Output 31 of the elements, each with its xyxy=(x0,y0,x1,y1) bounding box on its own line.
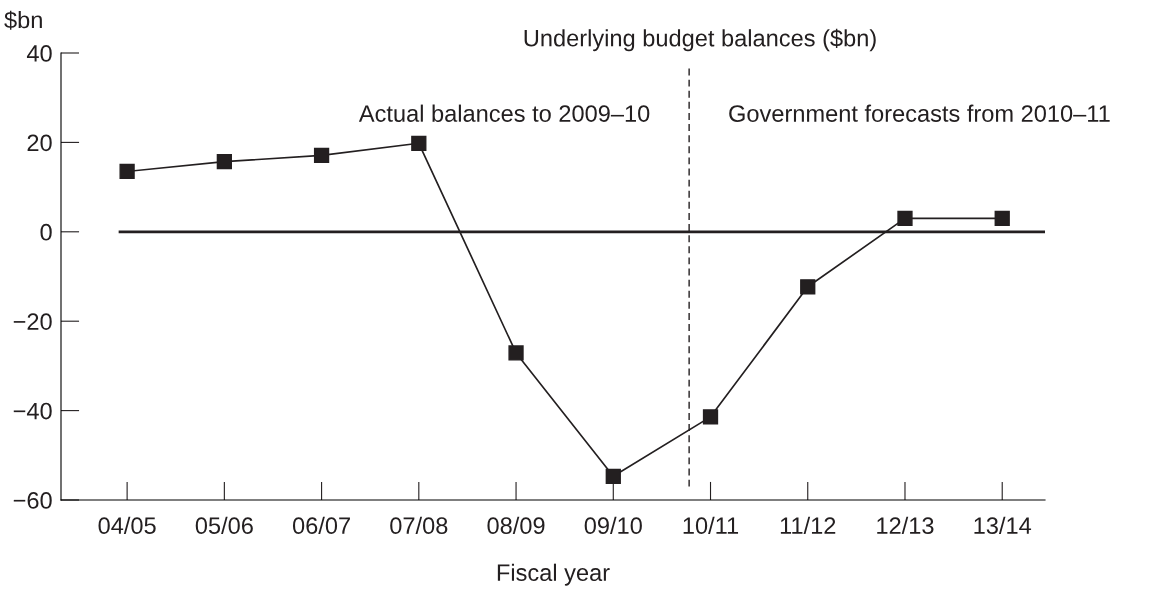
x-tick-label: 09/10 xyxy=(584,516,642,535)
chart-title: Underlying budget balances ($bn) xyxy=(524,28,876,52)
point xyxy=(216,153,232,170)
x-tick-label: 08/09 xyxy=(487,516,545,535)
annotation: Government forecasts from 2010–11 xyxy=(729,104,1110,122)
x-tick-label: 10/11 xyxy=(683,516,739,535)
x-tick-label: 11/12 xyxy=(780,516,836,535)
x-tick-label: 12/13 xyxy=(877,516,934,535)
x-axis-title: Fiscal year xyxy=(497,563,610,586)
x-tick-label: 07/08 xyxy=(390,516,448,535)
point xyxy=(702,409,719,425)
y-tick-label: 0 xyxy=(40,223,52,241)
y-tick-label: 20 xyxy=(27,134,52,152)
y-tick-label: 40 xyxy=(26,45,52,62)
x-tick-label: 13/14 xyxy=(974,516,1032,535)
x-tick-label: 06/07 xyxy=(292,516,350,535)
point xyxy=(605,468,621,484)
point xyxy=(119,163,135,180)
point xyxy=(411,135,427,151)
point xyxy=(313,147,330,164)
y-tick-label: −20 xyxy=(13,313,52,330)
point xyxy=(800,279,816,295)
y-tick-label: −40 xyxy=(13,402,52,420)
point xyxy=(994,210,1010,227)
x-tick-label: 04/05 xyxy=(98,516,156,535)
y-axis-title: $bn xyxy=(4,10,42,30)
point xyxy=(897,210,913,227)
y-tick-label: −60 xyxy=(13,492,52,509)
point xyxy=(508,345,524,361)
x-tick-label: 05/06 xyxy=(195,516,253,535)
annotation: Actual balances to 2009–10 xyxy=(358,104,650,122)
